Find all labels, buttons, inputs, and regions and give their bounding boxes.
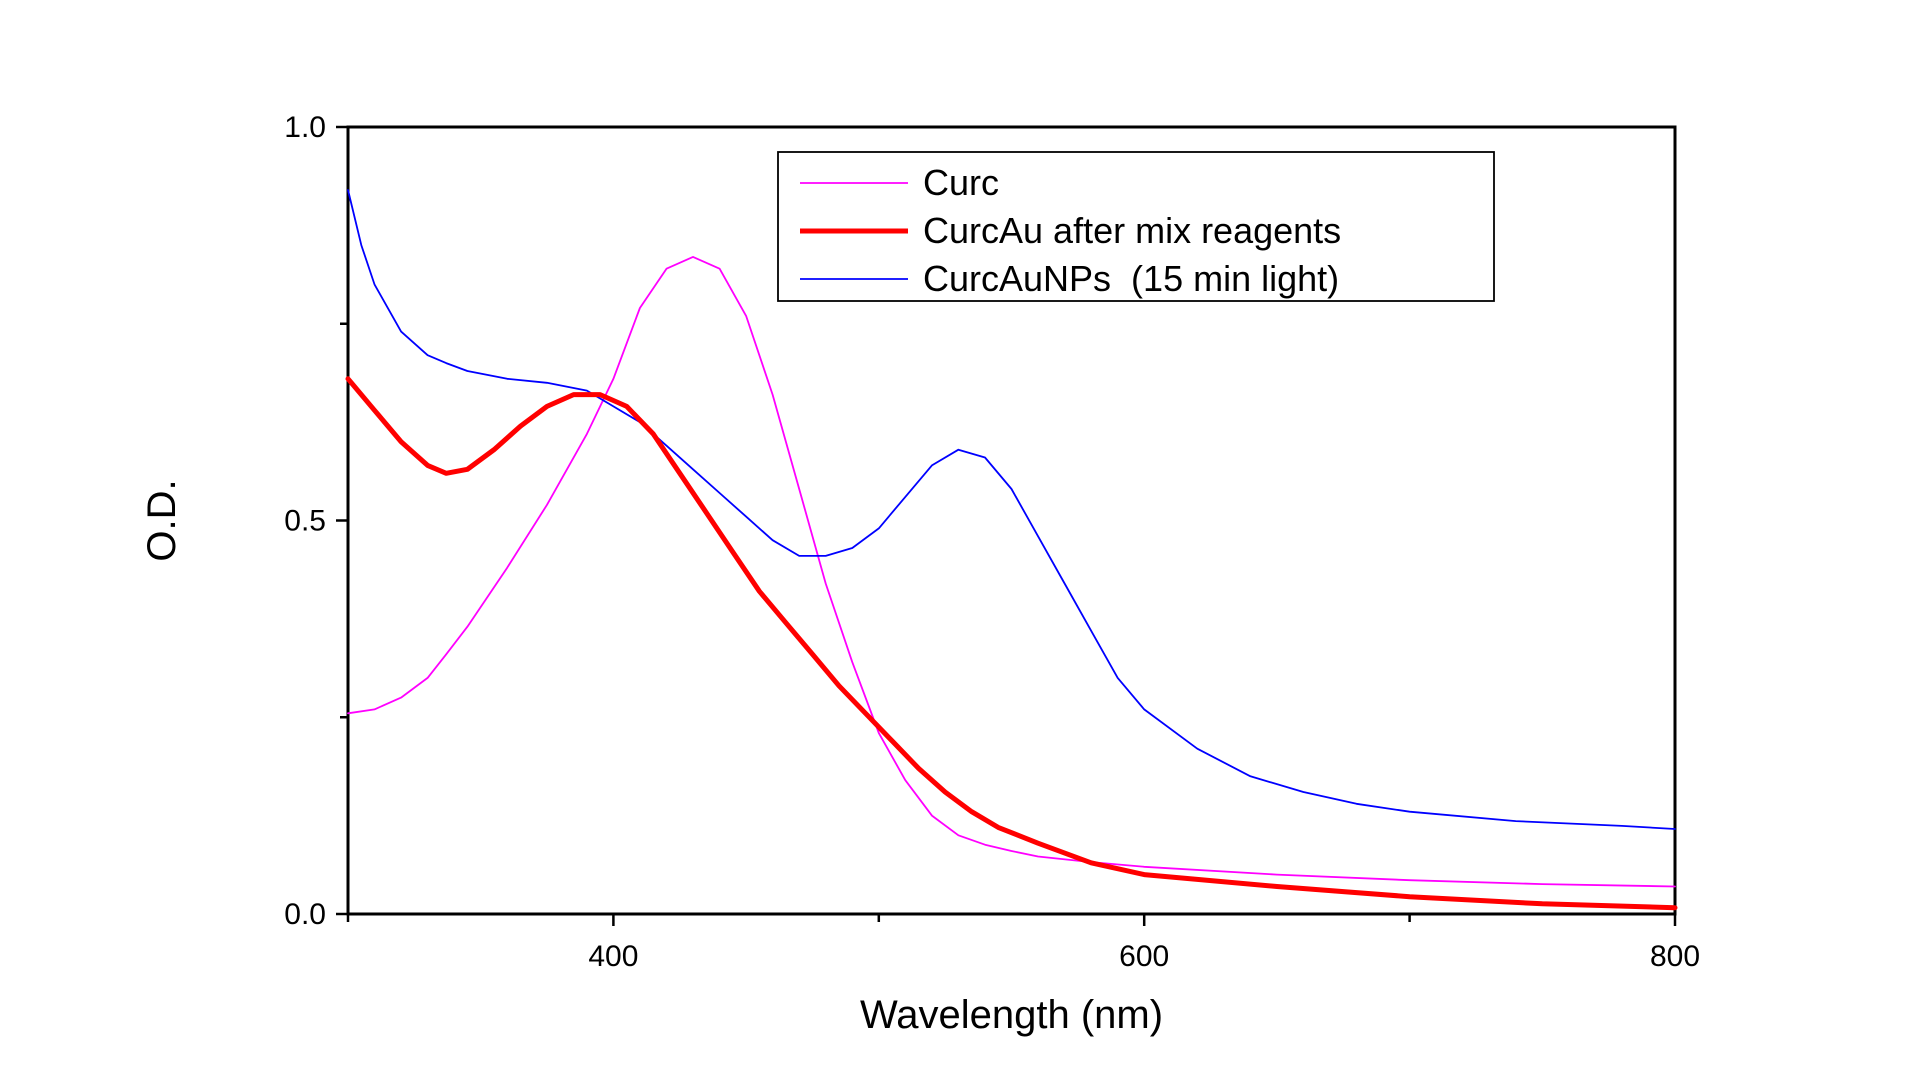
y-tick-label: 0.0: [284, 898, 326, 931]
legend-box: [777, 151, 1495, 302]
legend: Curc CurcAu after mix reagents CurcAuNPs (…: [777, 151, 1495, 302]
x-tick-label: 400: [588, 940, 638, 973]
y-axis-title: O.D.: [140, 479, 184, 561]
series-layer: [345, 189, 1678, 911]
legend-label: Curc: [923, 162, 999, 203]
series-line-0: [347, 255, 1676, 888]
x-axis-ticks: 400 600 800: [346, 914, 1700, 973]
x-tick-label: 600: [1119, 940, 1169, 973]
series-line-1: [345, 376, 1678, 911]
y-tick-label: 1.0: [284, 111, 326, 144]
y-tick-label: 0.5: [284, 505, 326, 538]
x-tick-label: 800: [1650, 940, 1700, 973]
x-axis-title: Wavelength (nm): [860, 993, 1163, 1037]
legend-label: CurcAuNPs (15 min light): [923, 258, 1339, 299]
legend-label: CurcAu after mix reagents: [923, 210, 1341, 251]
series-line-2: [347, 189, 1676, 830]
y-axis-ticks: 0.0 0.5 1.0: [284, 111, 348, 931]
